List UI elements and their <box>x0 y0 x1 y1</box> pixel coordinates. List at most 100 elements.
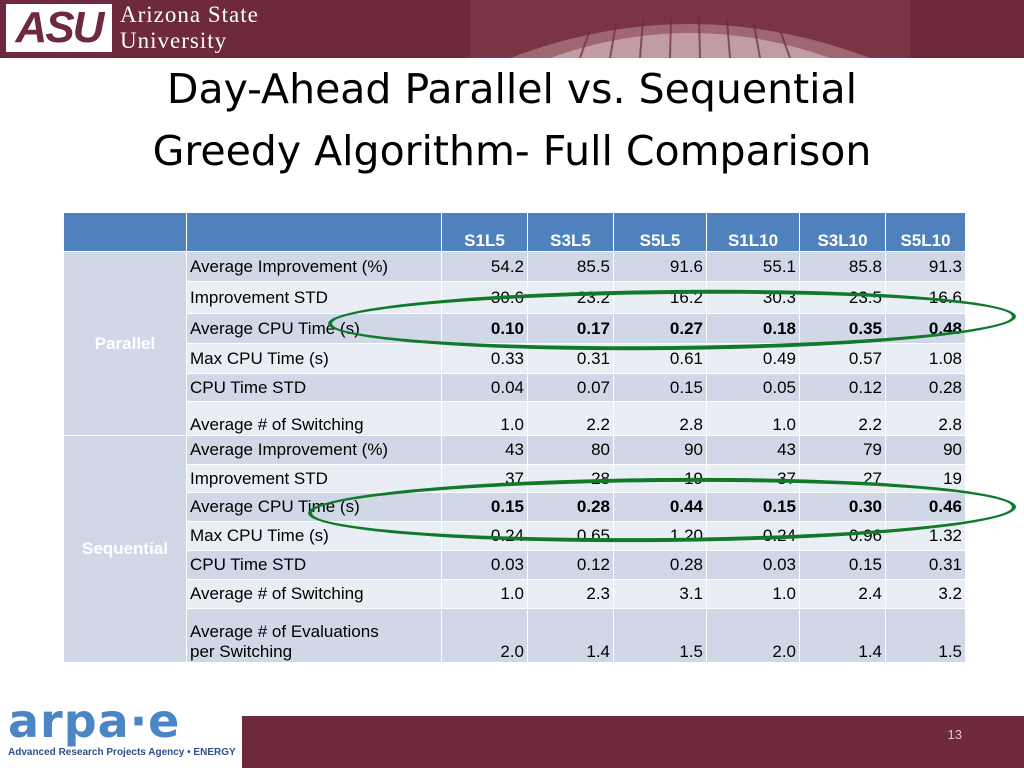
table-cell: 1.0 <box>441 579 528 609</box>
table-cell: 0.27 <box>613 313 707 344</box>
table-cell: 0.03 <box>441 550 528 580</box>
table-cell: 90 <box>613 435 707 465</box>
table-cell: 0.03 <box>706 550 800 580</box>
table-cell: 0.24 <box>706 521 800 551</box>
table-cell: 0.12 <box>799 373 886 402</box>
asu-mark: ASU <box>6 3 112 52</box>
metric-label-line1: Average # of Evaluations <box>190 622 379 641</box>
table-cell: 37 <box>441 464 528 493</box>
metric-label: Average Improvement (%) <box>186 251 442 282</box>
table-cell: 0.65 <box>527 521 614 551</box>
table-row: CPU Time STD 0.03 0.12 0.28 0.03 0.15 0.… <box>64 550 966 580</box>
metric-label: Average CPU Time (s) <box>186 313 442 344</box>
table-cell: 0.18 <box>706 313 800 344</box>
table-cell: 2.0 <box>441 608 528 663</box>
table-cell: 0.15 <box>799 550 886 580</box>
table-cell: 30.6 <box>441 281 528 314</box>
table-cell: 91.6 <box>613 251 707 282</box>
table-cell: 54.2 <box>441 251 528 282</box>
table-cell: 0.15 <box>441 492 528 522</box>
table-cell: 85.5 <box>527 251 614 282</box>
table-cell: 0.28 <box>885 373 966 402</box>
table-header-row: S1L5 S3L5 S5L5 S1L10 S3L10 S5L10 <box>63 212 966 252</box>
table-cell: 1.0 <box>706 401 800 436</box>
metric-label: Max CPU Time (s) <box>186 521 442 551</box>
table-cell: 1.20 <box>613 521 707 551</box>
university-name: Arizona State University <box>120 2 310 56</box>
table-row: Average # of Switching 1.0 2.3 3.1 1.0 2… <box>64 579 966 609</box>
table-cell: 1.4 <box>799 608 886 663</box>
table-cell: 0.44 <box>613 492 707 522</box>
table-cell: 2.2 <box>527 401 614 436</box>
table-cell: 90 <box>885 435 966 465</box>
table-row: Sequential Average Improvement (%) 43 80… <box>63 435 966 663</box>
table-cell: 0.49 <box>706 343 800 374</box>
university-name-line1: Arizona State <box>120 2 259 27</box>
table-row: CPU Time STD 0.04 0.07 0.15 0.05 0.12 0.… <box>64 373 966 402</box>
table-cell: 1.08 <box>885 343 966 374</box>
table-cell: 1.0 <box>706 579 800 609</box>
header-blank-group <box>63 212 187 252</box>
metric-label: Average CPU Time (s) <box>186 492 442 522</box>
table-cell: 1.5 <box>885 608 966 663</box>
table-cell: 23.5 <box>799 281 886 314</box>
table-cell: 0.31 <box>885 550 966 580</box>
table-row: Improvement STD 30.6 23.2 16.2 30.3 23.5… <box>64 281 966 314</box>
column-header: S5L5 <box>613 212 707 252</box>
table-cell: 3.1 <box>613 579 707 609</box>
table-cell: 0.31 <box>527 343 614 374</box>
table-cell: 3.2 <box>885 579 966 609</box>
metric-label: CPU Time STD <box>186 373 442 402</box>
table-cell: 0.57 <box>799 343 886 374</box>
comparison-table: S1L5 S3L5 S5L5 S1L10 S3L10 S5L10 Paralle… <box>63 212 966 663</box>
table-cell: 2.8 <box>613 401 707 436</box>
table-cell: 2.3 <box>527 579 614 609</box>
table-row: Parallel Average Improvement (%) 54.2 85… <box>63 251 966 436</box>
table-cell: 1.5 <box>613 608 707 663</box>
metric-label: Average Improvement (%) <box>186 435 442 465</box>
table-cell: 80 <box>527 435 614 465</box>
table-cell: 19 <box>613 464 707 493</box>
table-cell: 91.3 <box>885 251 966 282</box>
table-cell: 0.07 <box>527 373 614 402</box>
metric-label: Improvement STD <box>186 281 442 314</box>
table-cell: 0.33 <box>441 343 528 374</box>
university-name-line2: University <box>120 28 228 53</box>
table-cell: 19 <box>885 464 966 493</box>
metric-label: Average # of Evaluations per Switching <box>186 608 442 663</box>
metric-label-line2: per Switching <box>190 642 293 661</box>
table-cell: 2.8 <box>885 401 966 436</box>
table-cell: 1.0 <box>441 401 528 436</box>
table-cell: 0.24 <box>441 521 528 551</box>
header-blank-metric <box>186 212 442 252</box>
table-row: Max CPU Time (s) 0.24 0.65 1.20 0.24 0.9… <box>64 521 966 551</box>
column-header: S1L10 <box>706 212 800 252</box>
table-cell: 0.10 <box>441 313 528 344</box>
table-row: Improvement STD 37 28 19 37 27 19 <box>64 464 966 493</box>
table-cell: 43 <box>441 435 528 465</box>
table-cell: 0.30 <box>799 492 886 522</box>
table-cell: 0.05 <box>706 373 800 402</box>
table-row: Average # of Evaluations per Switching 2… <box>64 608 966 663</box>
column-header: S3L10 <box>799 212 886 252</box>
table-cell: 0.15 <box>706 492 800 522</box>
table-cell: 27 <box>799 464 886 493</box>
arpae-logo: arpa·e Advanced Research Projects Agency… <box>0 694 242 768</box>
asu-mark-text: ASU <box>15 3 105 52</box>
slide-title-line2: Greedy Algorithm- Full Comparison <box>152 127 872 175</box>
table-cell: 43 <box>706 435 800 465</box>
slide-title-line1: Day-Ahead Parallel vs. Sequential <box>166 65 858 113</box>
table-cell: 0.04 <box>441 373 528 402</box>
table-cell: 30.3 <box>706 281 800 314</box>
table-cell: 0.48 <box>885 313 966 344</box>
group-label-sequential: Sequential <box>63 435 187 663</box>
table-cell: 0.46 <box>885 492 966 522</box>
table-cell: 0.17 <box>527 313 614 344</box>
table-cell: 55.1 <box>706 251 800 282</box>
table-row: Average CPU Time (s) 0.10 0.17 0.27 0.18… <box>64 313 966 344</box>
table-cell: 0.15 <box>613 373 707 402</box>
column-header: S5L10 <box>885 212 966 252</box>
table-cell: 16.2 <box>613 281 707 314</box>
table-cell: 28 <box>527 464 614 493</box>
asu-logo: ASU Arizona State University <box>0 0 312 58</box>
